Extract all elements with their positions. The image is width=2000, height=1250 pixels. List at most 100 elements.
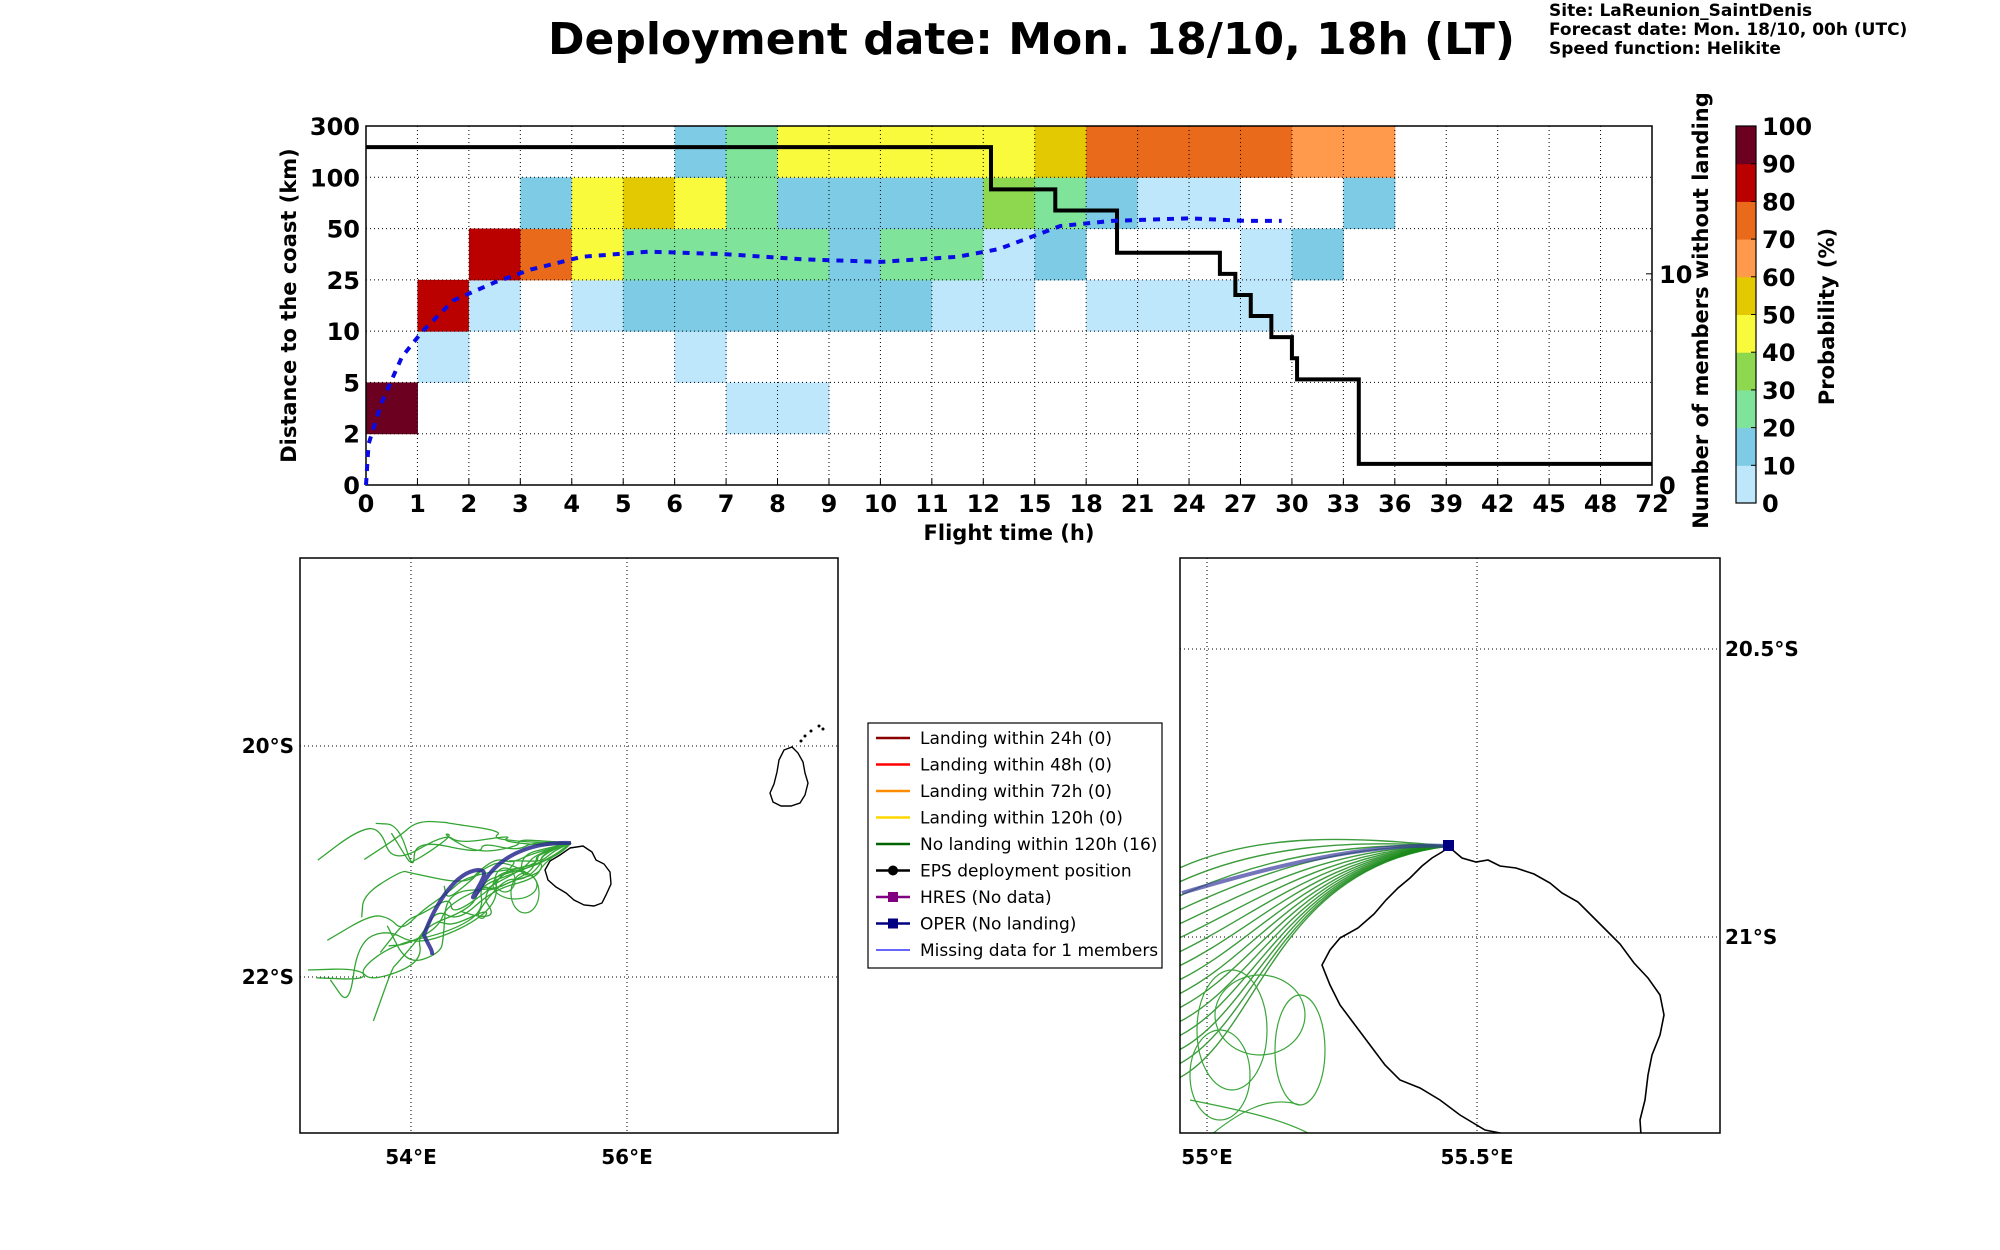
y-axis-label: Distance to the coast (km) xyxy=(277,148,301,463)
heatmap-cell xyxy=(571,177,624,230)
x-tick-label: 21 xyxy=(1121,490,1154,518)
colorbar: 0 10 20 30 40 50 60 70 80 90 100 Probability (%) xyxy=(1735,113,1839,518)
x-axis-label: Flight time (h) xyxy=(924,521,1095,545)
x-tick-label: 15 xyxy=(1018,490,1051,518)
heatmap-cell xyxy=(726,177,779,230)
legend-label: No landing within 120h (16) xyxy=(920,835,1157,855)
zoom-trajectory-map: 55°E 55.5°E 20.5°S 21°S xyxy=(1179,557,1799,1169)
x-tick-label: 8 xyxy=(769,490,786,518)
map-frame xyxy=(1179,557,1721,1134)
map-lon-label: 56°E xyxy=(601,1145,653,1169)
colorbar-tick-label: 60 xyxy=(1762,264,1795,292)
eps-trajectory xyxy=(460,842,572,917)
heatmap-cell xyxy=(828,279,881,332)
x-tick-label: 10 xyxy=(864,490,897,518)
x-tick-label: 3 xyxy=(512,490,529,518)
legend-label: Landing within 48h (0) xyxy=(920,756,1112,776)
heatmap-cell xyxy=(1086,126,1139,178)
heatmap-cell xyxy=(520,177,573,230)
eps-trajectory xyxy=(363,820,572,860)
heatmap-cell xyxy=(1240,279,1293,332)
heatmap-cell xyxy=(417,279,470,332)
map-lat-label: 21°S xyxy=(1725,925,1777,949)
heatmap-cell xyxy=(1189,126,1241,178)
legend-marker xyxy=(888,865,898,876)
mauritius-coastline xyxy=(769,746,809,807)
heatmap-cell xyxy=(1189,279,1241,332)
map-lon-label: 55.5°E xyxy=(1440,1145,1513,1169)
legend-label: OPER (No landing) xyxy=(920,915,1076,935)
eps-trajectory-loop xyxy=(494,867,516,893)
y2-tick-label: 10 xyxy=(1659,261,1692,289)
eps-trajectory-loop xyxy=(510,872,540,914)
eps-trajectory xyxy=(375,822,572,864)
eps-trajectory xyxy=(1180,845,1450,939)
x-tick-label: 24 xyxy=(1172,490,1205,518)
heatmap-cell xyxy=(1240,228,1293,281)
map-lat-label: 20°S xyxy=(242,734,294,758)
heatmap-cell xyxy=(1034,228,1087,281)
x-tick-label: 39 xyxy=(1430,490,1463,518)
legend-label: Landing within 120h (0) xyxy=(920,809,1123,829)
y-tick-label: 0 xyxy=(343,472,360,500)
heatmap-cell xyxy=(777,177,830,230)
eps-trajectory xyxy=(1212,1101,1301,1133)
heatmap-cell xyxy=(777,279,830,332)
colorbar-segment xyxy=(1736,314,1756,353)
heatmap-cell xyxy=(1086,279,1139,332)
legend-label: HRES (No data) xyxy=(920,888,1052,908)
oper-trajectory xyxy=(1181,843,1450,895)
heatmap-cell xyxy=(726,382,779,435)
eps-trajectory xyxy=(386,842,572,962)
heatmap-cell xyxy=(623,279,676,332)
colorbar-tick-label: 10 xyxy=(1762,452,1795,480)
colorbar-tick-label: 30 xyxy=(1762,377,1795,405)
x-tick-label: 27 xyxy=(1224,490,1257,518)
colorbar-tick-label: 0 xyxy=(1762,490,1779,518)
eps-trajectory-loop xyxy=(1196,969,1268,1091)
heatmap-cell xyxy=(777,126,830,178)
heatmap-cell xyxy=(828,228,881,281)
heatmap-cell xyxy=(1240,126,1293,178)
heatmap-cell xyxy=(1137,126,1190,178)
heatmap-cell xyxy=(1034,177,1087,230)
legend-label: EPS deployment position xyxy=(920,862,1132,882)
map-content xyxy=(300,558,838,1133)
heatmap-cell xyxy=(983,279,1036,332)
eps-trajectory xyxy=(326,842,572,941)
regional-trajectory-map: 54°E 56°E 20°S 22°S xyxy=(242,557,839,1169)
colorbar-tick-label: 50 xyxy=(1762,302,1795,330)
colorbar-segment xyxy=(1736,126,1756,165)
colorbar-segment xyxy=(1736,201,1756,240)
y-tick-label: 10 xyxy=(327,318,360,346)
heatmap-cell xyxy=(468,228,521,281)
eps-trajectory xyxy=(1189,1099,1310,1133)
y-tick-label: 2 xyxy=(343,421,360,449)
heatmap-cell xyxy=(674,331,727,383)
y-tick-label: 50 xyxy=(327,216,360,244)
heatmap-cell xyxy=(1034,126,1087,178)
forecast-date-label: Forecast date: Mon. 18/10, 00h (UTC) xyxy=(1549,20,1908,40)
colorbar-tick-label: 20 xyxy=(1762,415,1795,443)
colorbar-segment xyxy=(1736,352,1756,391)
heatmap-cell xyxy=(828,126,881,178)
heatmap-cell xyxy=(1291,228,1344,281)
x-tick-label: 11 xyxy=(915,490,948,518)
heatmap-cell xyxy=(1291,126,1344,178)
heatmap-cell xyxy=(417,331,470,383)
eps-trajectory xyxy=(443,842,572,897)
heatmap-cell xyxy=(674,279,727,332)
y2-axis-label: Number of members without landing xyxy=(1689,92,1713,529)
legend: Landing within 24h (0) Landing within 48h… xyxy=(867,722,1163,969)
legend-label: Landing within 24h (0) xyxy=(920,729,1112,749)
y-tick-label: 300 xyxy=(310,113,360,141)
islet xyxy=(803,734,807,738)
x-tick-label: 5 xyxy=(615,490,632,518)
members-step-line xyxy=(366,145,1652,466)
heatmap-cell xyxy=(777,228,830,281)
colorbar-tick-label: 80 xyxy=(1762,188,1795,216)
colorbar-segment xyxy=(1736,276,1756,315)
islet xyxy=(809,729,813,733)
heatmap-cell xyxy=(880,177,933,230)
